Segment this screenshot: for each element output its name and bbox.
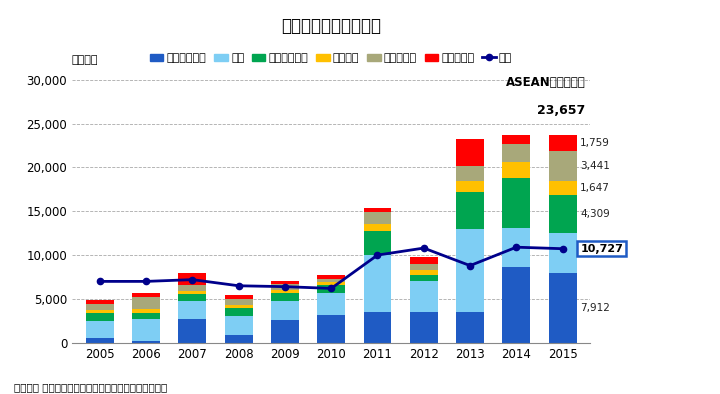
Bar <box>179 291 206 294</box>
Text: 7,912: 7,912 <box>580 303 610 313</box>
Bar <box>179 285 206 291</box>
Bar <box>86 338 114 343</box>
Bar <box>364 225 392 231</box>
Bar <box>271 320 299 343</box>
Bar <box>503 268 530 343</box>
Bar <box>549 151 577 181</box>
Text: ASEANへの投資額: ASEANへの投資額 <box>505 76 585 89</box>
Bar <box>86 300 114 304</box>
Bar <box>271 293 299 301</box>
Line: 中国: 中国 <box>96 244 566 292</box>
Bar <box>179 273 206 285</box>
Bar <box>225 296 253 299</box>
Bar <box>364 231 392 255</box>
Bar <box>318 315 345 343</box>
中国 <box>373 253 382 257</box>
Bar <box>456 165 484 181</box>
中国 <box>327 286 336 291</box>
Text: 1,647: 1,647 <box>580 183 610 193</box>
Text: 10,727: 10,727 <box>580 244 623 254</box>
中国 <box>466 263 474 268</box>
中国 <box>420 246 428 251</box>
Bar <box>456 181 484 192</box>
中国 <box>512 245 521 249</box>
Bar <box>179 301 206 319</box>
Bar <box>271 284 299 290</box>
Bar <box>364 212 392 225</box>
Legend: シンガポール, タイ, インドネシア, ベトナム, マレーシア, フィリピン, 中国: シンガポール, タイ, インドネシア, ベトナム, マレーシア, フィリピン, … <box>145 49 517 68</box>
中国 <box>142 279 150 284</box>
Bar <box>318 293 345 315</box>
Bar <box>132 293 160 297</box>
Bar <box>271 281 299 284</box>
中国 <box>281 284 289 289</box>
Bar <box>225 299 253 305</box>
Bar <box>132 297 160 309</box>
Bar <box>318 282 345 285</box>
Bar <box>132 319 160 341</box>
Bar <box>456 229 484 312</box>
Bar <box>132 341 160 343</box>
Bar <box>225 316 253 335</box>
Bar <box>503 162 530 178</box>
Bar <box>410 257 438 264</box>
Bar <box>132 309 160 313</box>
Bar <box>318 279 345 282</box>
Bar <box>318 275 345 279</box>
Bar <box>86 321 114 338</box>
Bar <box>179 294 206 301</box>
Bar <box>549 233 577 273</box>
Bar <box>410 275 438 281</box>
Bar <box>410 312 438 343</box>
Bar <box>86 313 114 321</box>
中国 <box>96 279 104 284</box>
Bar <box>456 312 484 343</box>
Bar <box>503 178 530 228</box>
Bar <box>549 273 577 343</box>
Bar <box>503 135 530 144</box>
Text: 日本からの直接投資額: 日本からの直接投資額 <box>282 17 381 35</box>
Bar <box>179 319 206 343</box>
中国 <box>188 277 197 282</box>
Text: 3,441: 3,441 <box>580 161 610 171</box>
Bar <box>503 228 530 268</box>
Bar <box>549 181 577 195</box>
中国 <box>558 246 567 251</box>
Bar <box>410 281 438 312</box>
Bar <box>225 335 253 343</box>
Bar <box>549 135 577 151</box>
Bar <box>364 208 392 212</box>
Text: 1,759: 1,759 <box>580 138 610 148</box>
Bar <box>549 195 577 233</box>
Bar <box>364 312 392 343</box>
Bar <box>364 255 392 312</box>
Bar <box>132 313 160 319</box>
Text: （出所） 財務省より住友商事グローバルリサーチ作成: （出所） 財務省より住友商事グローバルリサーチ作成 <box>14 382 168 392</box>
Text: （億円）: （億円） <box>72 56 99 65</box>
Bar <box>410 270 438 275</box>
Text: 4,309: 4,309 <box>580 209 610 219</box>
Bar <box>271 301 299 320</box>
Text: 23,657: 23,657 <box>537 104 585 117</box>
Bar <box>318 285 345 293</box>
Bar <box>86 304 114 310</box>
Bar <box>503 144 530 162</box>
Bar <box>271 290 299 293</box>
Bar <box>225 308 253 316</box>
Bar <box>225 305 253 308</box>
Bar <box>456 139 484 165</box>
Bar <box>86 310 114 313</box>
Text: 4,589: 4,589 <box>580 248 610 258</box>
Bar <box>456 192 484 229</box>
中国 <box>234 283 243 288</box>
Bar <box>410 264 438 270</box>
